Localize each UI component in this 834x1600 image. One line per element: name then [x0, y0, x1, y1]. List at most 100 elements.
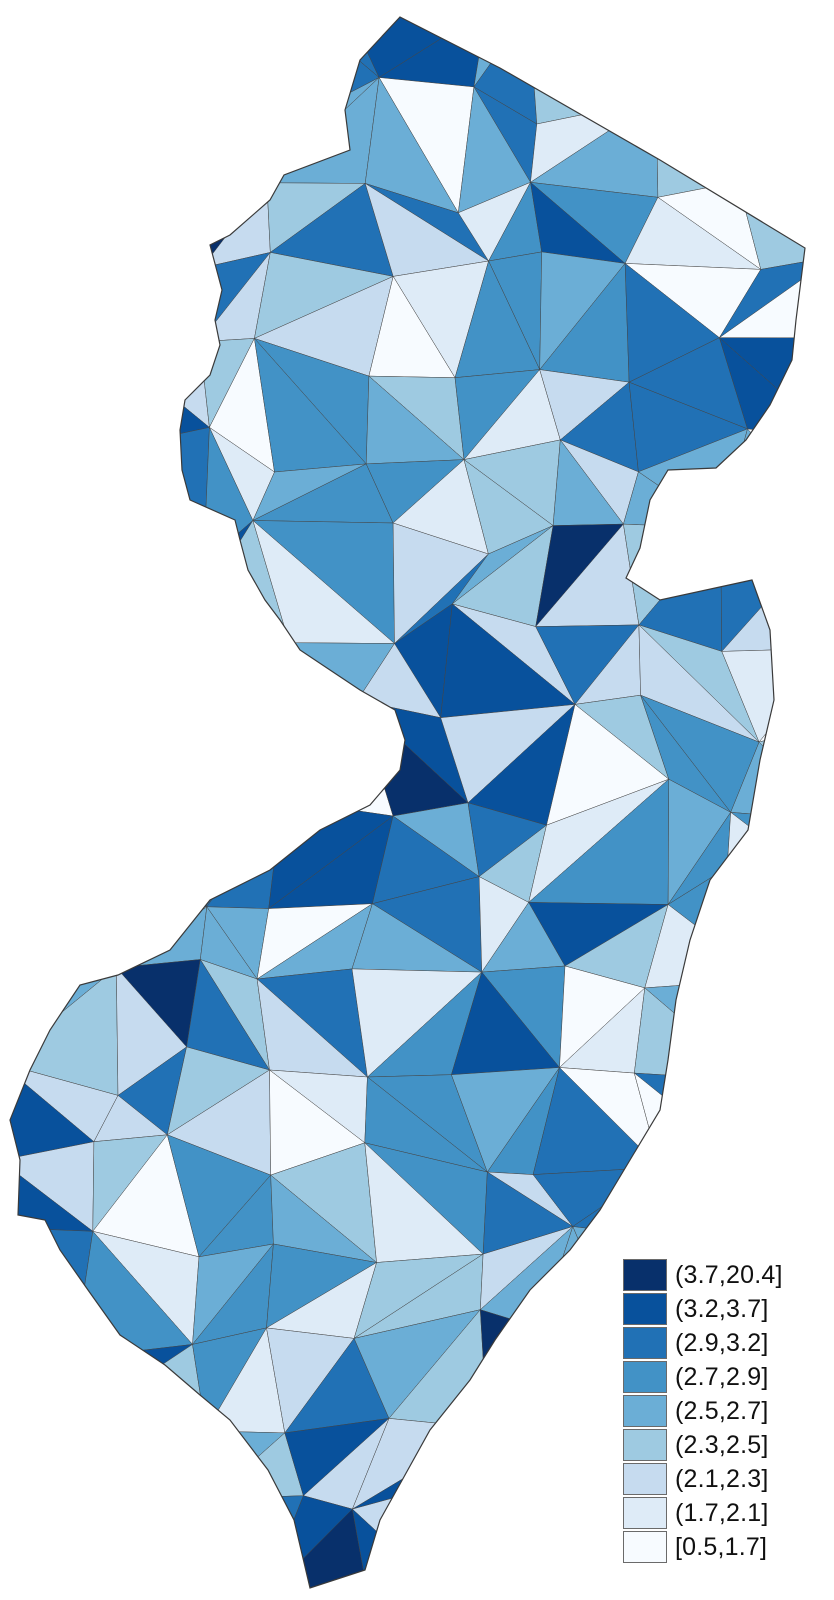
legend-entry: (2.5,2.7]: [623, 1394, 823, 1428]
municipality-region: [10, 650, 99, 744]
municipality-region: [10, 783, 116, 899]
municipality-region: [10, 897, 116, 994]
legend-label: (2.3,2.5]: [675, 1430, 769, 1459]
legend-label: (2.1,2.3]: [675, 1464, 769, 1493]
municipality-region: [734, 17, 805, 99]
legend-swatch: [623, 1293, 667, 1325]
state-outline: [9, 16, 806, 1589]
legend-entry: (3.2,3.7]: [623, 1292, 823, 1326]
legend-entry: (2.9,3.2]: [623, 1326, 823, 1360]
municipality-region: [655, 17, 751, 100]
municipality-region: [626, 17, 736, 101]
legend-label: (3.2,3.7]: [675, 1294, 769, 1323]
municipality-region: [726, 867, 805, 1000]
municipality-region: [10, 17, 107, 121]
legend-swatch: [623, 1327, 667, 1359]
municipality-region: [79, 554, 205, 653]
legend-swatch: [623, 1429, 667, 1461]
municipality-region: [437, 1485, 548, 1588]
municipality-region: [10, 613, 99, 744]
municipality-region: [114, 787, 208, 908]
municipality-region: [117, 427, 210, 564]
municipality-region: [749, 86, 805, 166]
municipality-region: [88, 17, 194, 121]
municipality-region: [84, 267, 203, 343]
municipality-region: [116, 341, 210, 428]
municipality-region: [752, 1061, 805, 1178]
municipality-region: [84, 178, 203, 269]
municipality-region: [10, 17, 106, 120]
municipality-region: [762, 1147, 805, 1230]
municipality-region: [726, 811, 805, 892]
municipality-region: [10, 513, 99, 653]
legend-entry: (1.7,2.1]: [623, 1496, 823, 1530]
legend-label: (2.7,2.9]: [675, 1362, 769, 1391]
legend-swatch: [623, 1463, 667, 1495]
municipality-region: [752, 1176, 805, 1244]
municipality-region: [192, 17, 304, 121]
municipality-region: [10, 267, 118, 385]
municipality-region: [10, 446, 119, 516]
municipality-region: [200, 641, 290, 725]
municipality-region: [199, 705, 283, 801]
municipality-region: [528, 17, 657, 125]
municipality-region: [73, 628, 187, 744]
municipality-region: [669, 1176, 764, 1244]
municipality-region: [752, 978, 805, 1081]
municipality-region: [749, 17, 805, 99]
municipality-region: [634, 987, 754, 1081]
municipality-region: [437, 1427, 543, 1517]
legend-label: (2.5,2.7]: [675, 1396, 769, 1425]
municipality-region: [765, 978, 805, 1063]
municipality-region: [10, 742, 74, 826]
legend-label: (3.7,20.4]: [675, 1260, 783, 1289]
municipality-region: [623, 471, 722, 529]
municipality-region: [758, 721, 805, 822]
municipality-region: [10, 1227, 94, 1360]
legend-entry: (2.3,2.5]: [623, 1428, 823, 1462]
municipality-region: [77, 119, 194, 179]
municipality-region: [192, 116, 304, 184]
legend: (3.7,20.4] (3.2,3.7] (2.9,3.2] (2.7,2.9]…: [623, 1258, 823, 1564]
municipality-region: [73, 1344, 193, 1420]
legend-swatch: [623, 1497, 667, 1529]
legend-swatch: [623, 1531, 667, 1563]
municipality-region: [10, 742, 75, 826]
municipality-region: [116, 906, 208, 968]
municipality-region: [77, 97, 194, 179]
municipality-region: [10, 177, 79, 258]
municipality-region: [67, 742, 186, 789]
legend-swatch: [623, 1395, 667, 1427]
municipality-region: [79, 1343, 207, 1432]
legend-swatch: [623, 1361, 667, 1393]
municipality-region: [80, 1418, 212, 1500]
municipality-region: [10, 1399, 81, 1509]
municipality-region: [10, 897, 117, 993]
municipality-region: [10, 97, 90, 193]
municipality-region: [77, 177, 160, 269]
municipality-region: [486, 1416, 576, 1517]
legend-entry: [0.5,1.7]: [623, 1530, 823, 1564]
municipality-region: [352, 1508, 452, 1588]
municipality-region: [737, 97, 805, 183]
municipality-region: [10, 97, 90, 192]
municipality-region: [486, 1327, 576, 1429]
municipality-region: [746, 428, 805, 527]
municipality-region: [210, 17, 304, 118]
municipality-region: [10, 1507, 109, 1588]
municipality-region: [100, 1535, 207, 1588]
municipality-region: [158, 119, 268, 184]
municipality-region: [205, 1497, 263, 1588]
municipality-region: [659, 1167, 765, 1239]
municipality-region: [105, 17, 211, 121]
legend-entry: (3.7,20.4]: [623, 1258, 823, 1292]
municipality-region: [10, 1418, 102, 1537]
municipality-region: [10, 967, 119, 1096]
municipality-region: [281, 699, 394, 817]
municipality-region: [185, 723, 283, 801]
legend-label: (1.7,2.1]: [675, 1498, 769, 1527]
municipality-region: [10, 351, 118, 458]
municipality-region: [10, 824, 116, 913]
municipality-region: [10, 514, 99, 652]
